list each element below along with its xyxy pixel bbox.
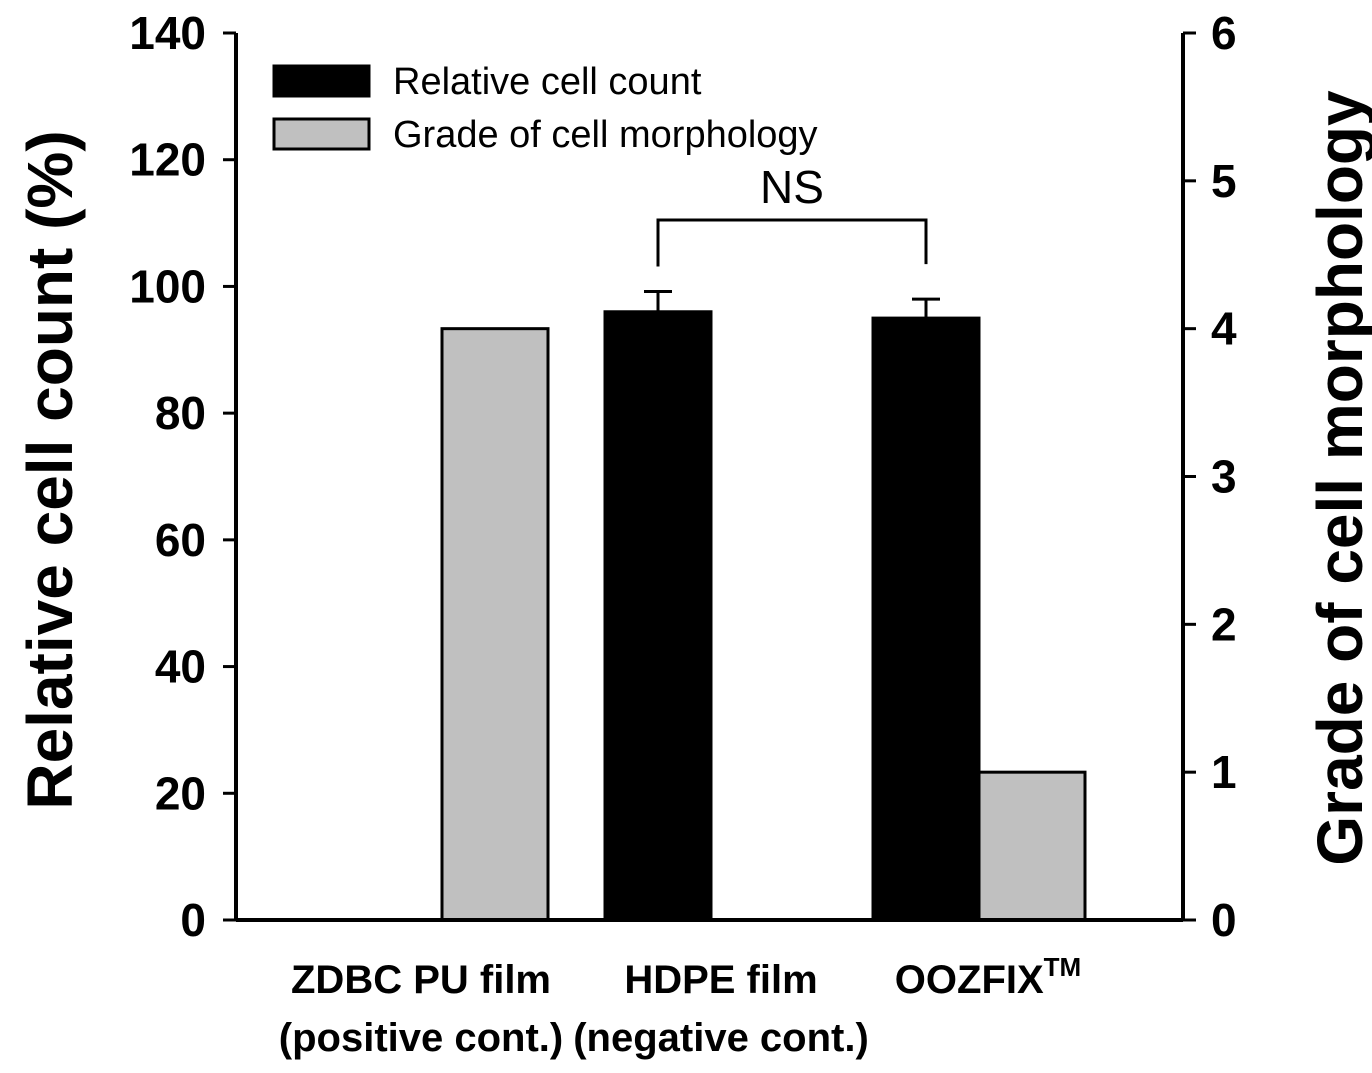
legend-label-grade-of-cell-morphology: Grade of cell morphology [393,114,818,156]
left-axis-title: Relative cell count (%) [14,130,86,809]
bar-relative-cell-count [871,316,981,922]
bar-grade-of-cell-morphology [977,770,1087,922]
legend-swatch-grade-of-cell-morphology [272,117,371,151]
legend-swatch-relative-cell-count [272,64,371,98]
left-tick-label: 120 [129,134,206,186]
bar-grade-of-cell-morphology [440,327,550,922]
left-tick-label: 0 [180,894,206,946]
category-label: HDPE film [624,958,817,1002]
right-tick-label: 0 [1211,894,1237,946]
left-tick-label: 80 [155,387,206,439]
right-tick-label: 2 [1211,598,1237,650]
category-labels-group: ZDBC PU film (positive cont.) HDPE film (ne… [279,952,1081,1060]
left-ticks-group: 0 20 40 60 80 100 120 140 [129,7,236,946]
left-tick-label: 40 [155,641,206,693]
right-tick-label: 6 [1211,7,1237,59]
bar-relative-cell-count [603,310,713,922]
category-label: OOZFIXTM [895,952,1081,1002]
right-tick-label: 4 [1211,303,1237,355]
left-tick-label: 20 [155,767,206,819]
right-tick-label: 1 [1211,746,1237,798]
left-tick-label: 140 [129,7,206,59]
legend-label-relative-cell-count: Relative cell count [393,61,702,103]
category-label-superscript: TM [1044,952,1082,982]
significance-label: NS [760,161,824,213]
category-label-line2: (negative cont.) [573,1016,869,1060]
right-tick-label: 5 [1211,155,1237,207]
category-label-line2: (positive cont.) [279,1016,563,1060]
right-ticks-group: 0 1 2 3 4 5 6 [1183,7,1237,946]
right-tick-label: 3 [1211,451,1237,503]
bars-group [440,289,1087,922]
right-axis-title: Grade of cell morphology [1304,90,1372,866]
left-tick-label: 60 [155,514,206,566]
left-tick-label: 100 [129,260,206,312]
legend: Relative cell count Grade of cell morpho… [272,61,818,156]
significance-bracket [656,218,928,267]
category-label: ZDBC PU film [291,958,551,1002]
significance-annotation: NS [656,161,928,267]
